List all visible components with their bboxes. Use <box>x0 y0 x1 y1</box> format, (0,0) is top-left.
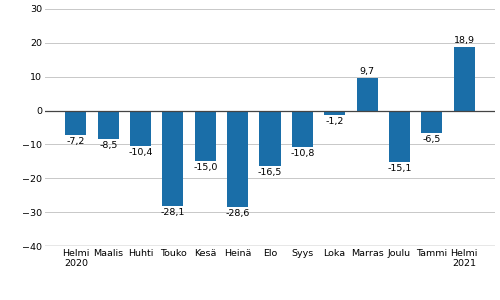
Bar <box>324 111 345 115</box>
Bar <box>66 111 86 135</box>
Bar <box>260 111 280 167</box>
Text: -6,5: -6,5 <box>422 135 441 144</box>
Bar <box>356 78 378 111</box>
Text: 9,7: 9,7 <box>360 67 374 76</box>
Text: -7,2: -7,2 <box>67 137 85 146</box>
Bar <box>292 111 313 147</box>
Bar <box>389 111 410 162</box>
Bar <box>162 111 184 206</box>
Text: -15,1: -15,1 <box>387 164 411 173</box>
Bar <box>421 111 442 133</box>
Text: 18,9: 18,9 <box>454 35 474 44</box>
Text: -1,2: -1,2 <box>326 117 344 126</box>
Bar <box>98 111 119 139</box>
Bar <box>454 46 474 111</box>
Bar <box>227 111 248 207</box>
Text: -16,5: -16,5 <box>258 169 282 178</box>
Text: -10,4: -10,4 <box>128 148 153 157</box>
Text: -8,5: -8,5 <box>99 141 117 150</box>
Text: -28,1: -28,1 <box>161 208 185 217</box>
Text: -10,8: -10,8 <box>290 149 314 158</box>
Bar <box>195 111 216 161</box>
Bar <box>130 111 151 146</box>
Text: -28,6: -28,6 <box>226 209 250 218</box>
Text: -15,0: -15,0 <box>193 164 218 172</box>
